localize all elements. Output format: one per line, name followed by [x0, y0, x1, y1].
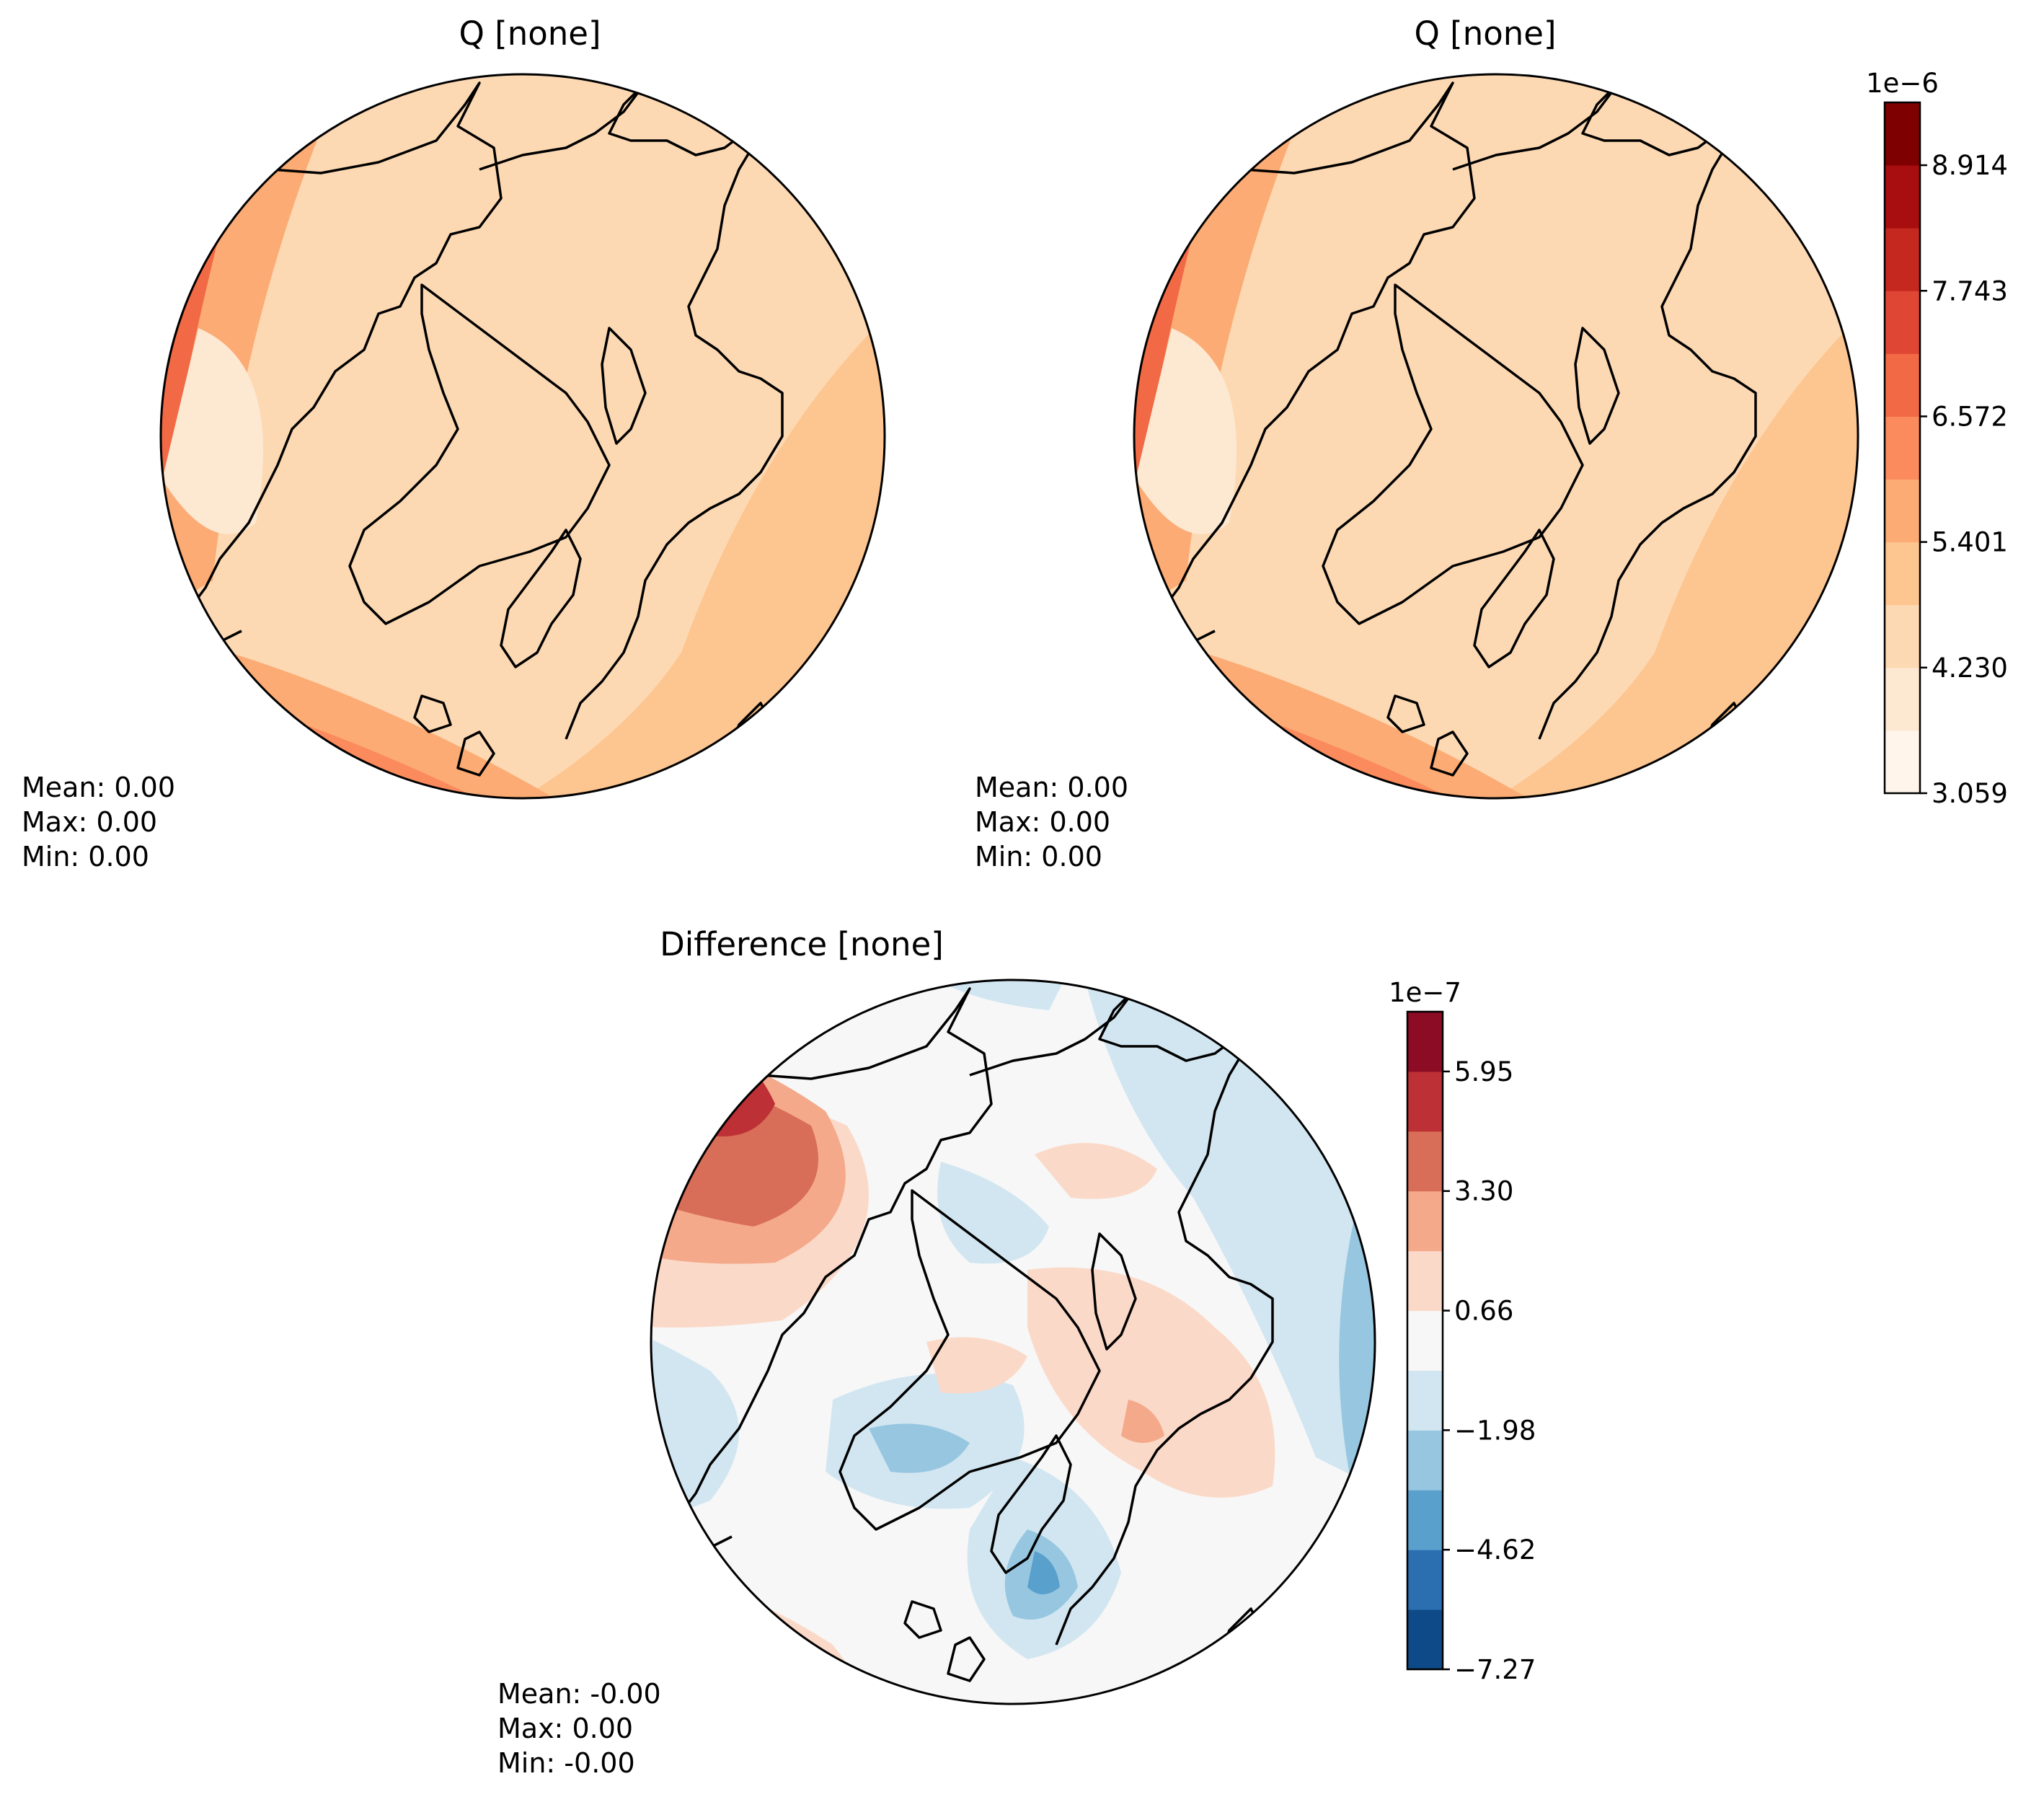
- colorbar-tick-label: 6.572: [1932, 401, 2008, 432]
- colorbar-tick-label: 0.66: [1454, 1296, 1513, 1327]
- panel-3-title: Difference [none]: [660, 925, 944, 963]
- colorbar-segment: [1407, 1430, 1443, 1490]
- stat-max: Max: 0.00: [975, 806, 1110, 838]
- colorbar-frame: [1883, 101, 1921, 795]
- map-panel-difference: Difference [none]: [497, 925, 1376, 1779]
- colorbar-segment: [1407, 1609, 1443, 1670]
- stat-mean: Mean: -0.00: [497, 1678, 661, 1710]
- colorbar-segment: [1407, 1550, 1443, 1610]
- stat-mean: Mean: 0.00: [22, 772, 175, 803]
- panel-1-title: Q [none]: [459, 14, 601, 53]
- colorbar-tick-label: −4.62: [1454, 1534, 1536, 1565]
- stat-mean: Mean: 0.00: [975, 772, 1128, 803]
- colorbar-exponent: 1e−6: [1866, 68, 1939, 99]
- stat-max: Max: 0.00: [22, 806, 157, 838]
- map-boundary: [159, 73, 886, 800]
- colorbar-tick-label: 8.914: [1932, 150, 2008, 181]
- colorbar-segment: [1407, 1131, 1443, 1192]
- colorbar-tick-label: 5.95: [1454, 1056, 1513, 1087]
- map-boundary: [650, 979, 1376, 1705]
- colorbar-segment: [1407, 1012, 1443, 1072]
- colorbar-tick-label: 4.230: [1932, 653, 2008, 684]
- colorbar-segment: [1885, 542, 1920, 606]
- colorbar-q: 8.914 7.743 6.572 5.401 4.230 3.059 1e−6: [1866, 68, 2008, 809]
- colorbar-difference: 5.95 3.30 0.66 −1.98 −4.62 −7.27 1e−7: [1389, 977, 1536, 1685]
- colorbar-segment: [1885, 102, 1920, 166]
- stat-max: Max: 0.00: [497, 1713, 633, 1744]
- colorbar-tick-label: 3.30: [1454, 1176, 1513, 1207]
- colorbar-segment: [1885, 353, 1920, 417]
- colorbar-tick-label: −1.98: [1454, 1415, 1536, 1446]
- colorbar-segment: [1885, 165, 1920, 229]
- colorbar-tick-label: −7.27: [1454, 1654, 1536, 1685]
- colorbar-segment: [1885, 479, 1920, 543]
- colorbar-segment: [1885, 416, 1920, 480]
- colorbar-segment: [1407, 1490, 1443, 1550]
- stat-min: Min: 0.00: [975, 841, 1102, 873]
- colorbar-segment: [1885, 291, 1920, 354]
- map-boundary: [1133, 73, 1859, 800]
- map-panel-1: Q [none] Mean: 0.00 Max: 0.00 Min: 0.00: [22, 14, 886, 873]
- colorbar-tick-label: 7.743: [1932, 275, 2008, 306]
- map-panel-2: Q [none] Mean: 0.00 Max: 0.00 Min: 0.00: [975, 14, 1859, 873]
- stat-min: Min: -0.00: [497, 1747, 635, 1779]
- colorbar-segment: [1885, 228, 1920, 291]
- colorbar-exponent: 1e−7: [1389, 977, 1461, 1008]
- colorbar-tick-label: 5.401: [1932, 527, 2008, 558]
- colorbar-segment: [1407, 1310, 1443, 1371]
- colorbar-segment: [1407, 1370, 1443, 1431]
- colorbar-segment: [1885, 604, 1920, 668]
- colorbar-segment: [1407, 1191, 1443, 1252]
- colorbar-segment: [1407, 1250, 1443, 1312]
- colorbar-tick-label: 3.059: [1932, 778, 2008, 809]
- panel-2-title: Q [none]: [1414, 14, 1556, 53]
- colorbar-segment: [1885, 667, 1920, 731]
- colorbar-frame: [1406, 1010, 1444, 1671]
- stat-min: Min: 0.00: [22, 841, 149, 873]
- colorbar-segment: [1885, 730, 1920, 794]
- colorbar-segment: [1407, 1071, 1443, 1132]
